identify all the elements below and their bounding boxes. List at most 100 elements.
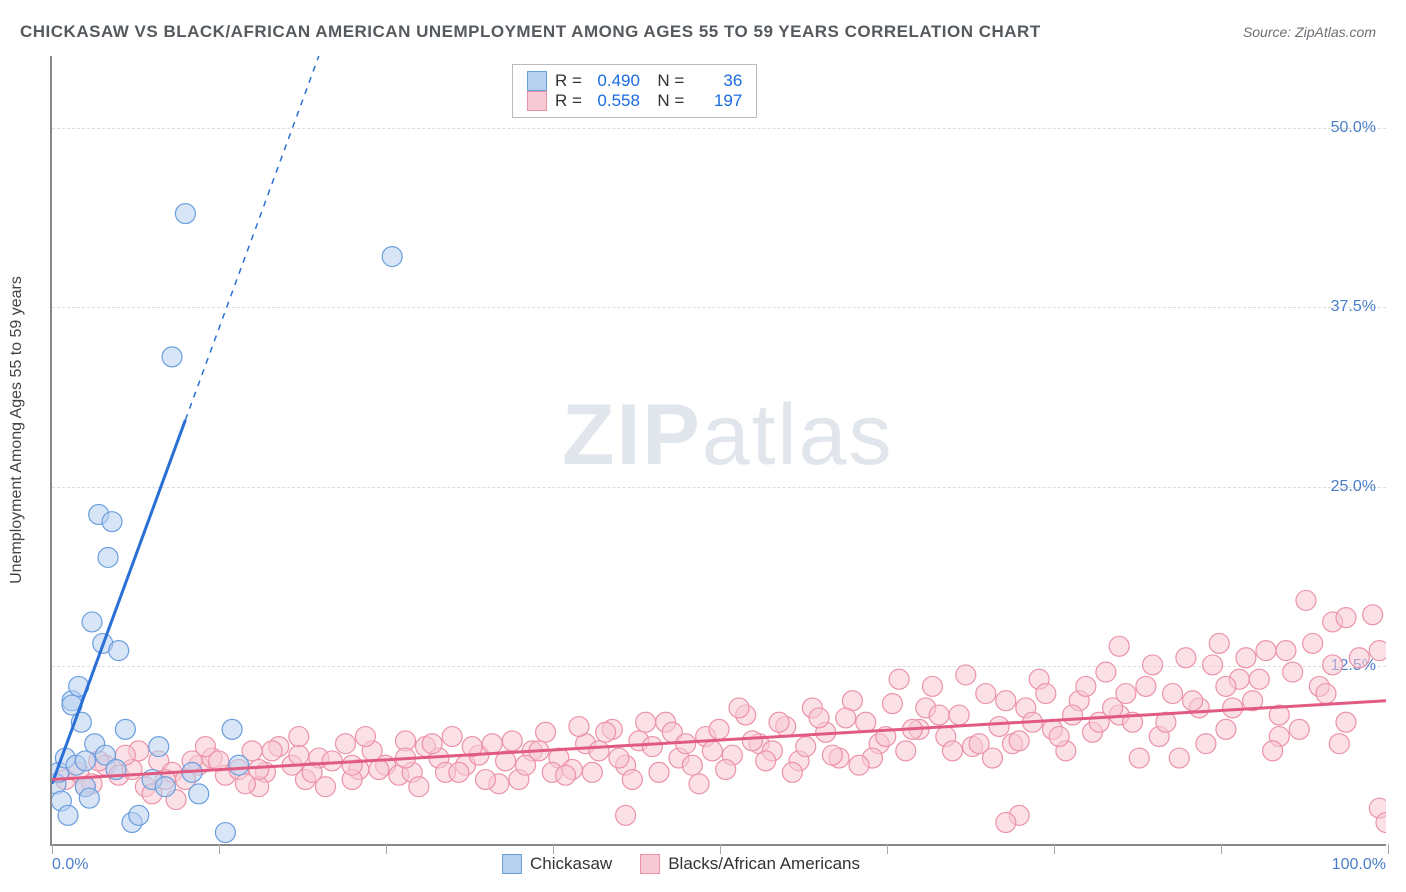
scatter-point [1183,691,1203,711]
scatter-point [162,347,182,367]
scatter-point [702,741,722,761]
scatter-point [942,741,962,761]
scatter-point [569,717,589,737]
scatter-point [189,784,209,804]
scatter-point [622,770,642,790]
scatter-point [422,734,442,754]
scatter-point [582,762,602,782]
scatter-point [1009,731,1029,751]
scatter-point [175,204,195,224]
scatter-point [1249,669,1269,689]
scatter-point [849,755,869,775]
x-tick [1054,844,1055,854]
scatter-point [229,755,249,775]
scatter-point [1283,662,1303,682]
legend-item-1: Blacks/African Americans [640,854,860,874]
legend-label: Blacks/African Americans [668,854,860,874]
scatter-point [589,741,609,761]
scatter-point [335,734,355,754]
scatter-point [1216,719,1236,739]
scatter-point [1336,608,1356,628]
scatter-point [809,708,829,728]
stats-r-label: R = [555,91,582,111]
chart-title: CHICKASAW VS BLACK/AFRICAN AMERICAN UNEM… [20,22,1041,42]
scatter-point [356,727,376,747]
scatter-point [949,705,969,725]
scatter-point [476,770,496,790]
scatter-point [682,755,702,775]
scatter-point [1329,734,1349,754]
scatter-point [536,722,556,742]
scatter-point [82,612,102,632]
scatter-point [956,665,976,685]
scatter-point [1136,676,1156,696]
x-tick [1388,844,1389,854]
scatter-point [1063,705,1083,725]
x-tick [219,844,220,854]
scatter-point [342,755,362,775]
scatter-point [442,727,462,747]
scatter-point [409,777,429,797]
scatter-point [1336,712,1356,732]
stats-row-0: R = 0.490 N = 36 [527,71,742,91]
scatter-point [609,748,629,768]
scatter-point [649,762,669,782]
scatter-point [836,708,856,728]
stats-r-label: R = [555,71,582,91]
scatter-point [1296,590,1316,610]
stats-n-value: 197 [692,91,742,111]
scatter-point [1316,684,1336,704]
scatter-point [922,676,942,696]
scatter-point [249,760,269,780]
scatter-point [482,734,502,754]
scatter-point [782,762,802,782]
x-axis-start-label: 0.0% [52,856,88,874]
swatch-icon [527,71,547,91]
scatter-point [636,712,656,732]
scatter-point [889,669,909,689]
scatter-point [262,741,282,761]
x-axis-end-label: 100.0% [1332,856,1386,874]
scatter-point [896,741,916,761]
scatter-point [929,705,949,725]
scatter-point [1369,641,1386,661]
swatch-icon [640,854,660,874]
scatter-point [769,712,789,732]
scatter-point [1236,648,1256,668]
stats-r-value: 0.490 [590,71,640,91]
scatter-point [1289,719,1309,739]
scatter-point [1076,676,1096,696]
scatter-point [98,547,118,567]
scatter-point [742,731,762,751]
scatter-point [115,719,135,739]
scatter-point [1196,734,1216,754]
legend-item-0: Chickasaw [502,854,612,874]
scatter-svg [52,56,1386,844]
x-tick [720,844,721,854]
scatter-point [729,698,749,718]
chart-legend: Chickasaw Blacks/African Americans [502,854,860,874]
scatter-point [289,745,309,765]
scatter-point [322,751,342,771]
x-tick [52,844,53,854]
scatter-point [1323,655,1343,675]
stats-box: R = 0.490 N = 36 R = 0.558 N = 197 [512,64,757,118]
scatter-point [149,737,169,757]
scatter-point [1143,655,1163,675]
x-tick [887,844,888,854]
scatter-point [1203,655,1223,675]
stats-n-label: N = [648,91,684,111]
plot-area: ZIPatlas R = 0.490 N = 36 R = 0.558 N = … [50,56,1386,846]
trend-line-dashed [185,56,318,420]
scatter-point [756,751,776,771]
scatter-point [315,777,335,797]
stats-n-value: 36 [692,71,742,91]
scatter-point [449,762,469,782]
scatter-point [1349,648,1369,668]
scatter-point [1049,727,1069,747]
scatter-point [1303,633,1323,653]
swatch-icon [527,91,547,111]
scatter-point [1209,633,1229,653]
scatter-point [1116,684,1136,704]
scatter-point [1256,641,1276,661]
